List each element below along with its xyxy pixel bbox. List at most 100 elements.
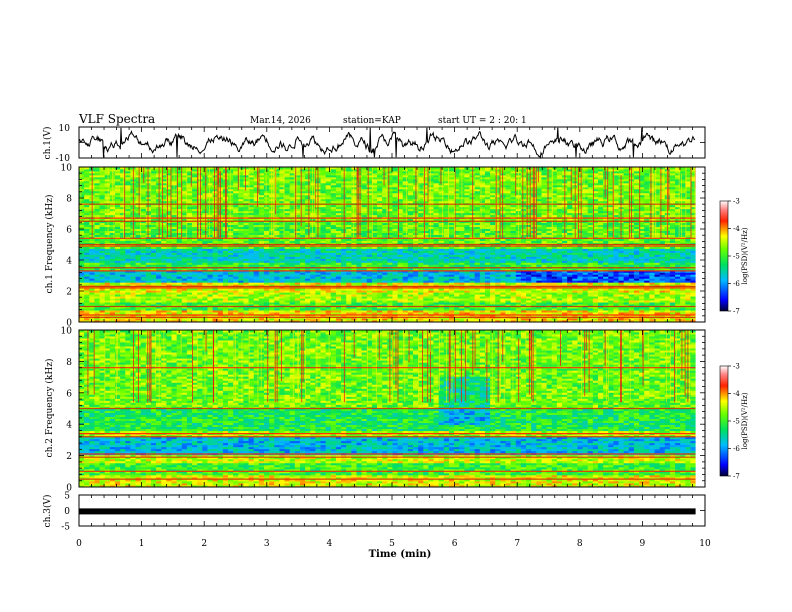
spectrogram-cell <box>156 312 162 315</box>
spectrogram-cell <box>258 268 265 271</box>
spectrogram-cell <box>484 290 491 293</box>
spectrogram-cell <box>505 242 512 245</box>
spectrogram-cell <box>448 242 455 245</box>
spectrogram-cell <box>325 284 332 287</box>
spectrogram-cell <box>628 272 635 275</box>
spectrogram-cell <box>356 268 363 271</box>
spectrogram-cell <box>664 300 671 303</box>
spectrogram-cell <box>536 246 542 249</box>
spectrogram-cell <box>84 282 90 285</box>
spectrogram-cell <box>531 312 537 315</box>
spectrogram-cell <box>274 290 280 293</box>
spectrogram-cell <box>567 282 573 285</box>
spectrogram-cell <box>484 242 491 245</box>
spectrogram-cell <box>387 242 393 245</box>
spectrogram-cell <box>140 294 147 297</box>
spectrogram-cell <box>402 254 409 257</box>
spectrogram-cell <box>305 240 311 243</box>
spectrogram-cell <box>479 256 486 259</box>
spectrogram-cell <box>125 290 131 293</box>
spectrogram-cell <box>654 280 661 283</box>
spectrogram-cell <box>335 246 342 249</box>
spectrogram-cell <box>346 318 352 321</box>
spectrogram-cell <box>639 264 645 267</box>
spectrogram-cell <box>228 284 234 287</box>
spectrogram-cell <box>597 274 604 277</box>
spectrogram-cell <box>608 302 614 305</box>
spectrogram-cell <box>125 304 131 307</box>
spectrogram-cell <box>556 304 563 307</box>
spectrogram-cell <box>669 262 676 265</box>
spectrogram-cell <box>366 312 373 315</box>
spectrogram-cell <box>490 262 496 265</box>
spectrogram-cell <box>546 320 553 323</box>
spectrogram-cell <box>587 310 594 313</box>
spectrogram-cell <box>541 318 547 321</box>
spectrogram-cell <box>669 274 676 277</box>
spectrogram-cell <box>526 242 532 245</box>
spectrogram-cell <box>685 274 691 277</box>
spectrogram-cell <box>258 274 265 277</box>
date-label: Mar.14, 2026 <box>250 116 311 126</box>
spectrogram-cell <box>79 306 85 309</box>
spectrogram-cell <box>150 304 157 307</box>
spectrogram-cell <box>669 268 676 271</box>
spectrogram-cell <box>197 252 203 255</box>
spectrogram-cell <box>577 262 583 265</box>
spectrogram-cell <box>520 298 527 301</box>
spectrogram-cell <box>469 284 476 287</box>
spectrogram-cell <box>243 282 249 285</box>
spectrogram-cell <box>130 270 136 273</box>
spectrogram-cell <box>577 302 583 305</box>
spectrogram-cell <box>258 310 265 313</box>
spectrogram-cell <box>397 250 404 253</box>
spectrogram-cell <box>675 264 681 267</box>
spectrogram-cell <box>176 312 183 315</box>
spectrogram-cell <box>305 246 311 249</box>
spectrogram-cell <box>592 270 599 273</box>
spectrogram-cell <box>387 296 393 299</box>
spectrogram-cell <box>546 280 553 283</box>
spectrogram-cell <box>104 294 111 297</box>
spectrogram-cell <box>675 292 681 295</box>
spectrogram-cell <box>577 296 583 299</box>
spectrogram-cell <box>197 308 203 311</box>
spectrogram-cell <box>654 262 661 265</box>
spectrogram-cell <box>526 254 532 257</box>
spectrogram-cell <box>438 284 445 287</box>
spectrogram-cell <box>335 280 342 283</box>
spectrogram-cell <box>402 250 409 253</box>
spectrogram-cell <box>649 304 655 307</box>
spectrogram-cell <box>197 282 203 285</box>
spectrogram-cell <box>130 276 136 279</box>
spectrogram-cell <box>664 272 671 275</box>
spectrogram-cell <box>371 258 378 261</box>
spectrogram-cell <box>382 260 388 263</box>
spectrogram-cell <box>294 284 301 287</box>
spectrogram-cell <box>299 256 306 259</box>
spectrogram-cell <box>109 254 116 257</box>
spectrogram-cell <box>474 282 481 285</box>
spectrogram-cell <box>94 294 100 297</box>
spectrogram-cell <box>335 294 342 297</box>
spectrogram-cell <box>217 284 224 287</box>
spectrogram-cell <box>582 284 589 287</box>
spectrogram-cell <box>269 300 275 303</box>
spectrogram-cell <box>603 242 609 245</box>
spectrogram-cell <box>669 318 676 321</box>
spectrogram-cell <box>407 304 414 307</box>
spectrogram-cell <box>613 290 619 293</box>
spectrogram-cell <box>181 312 188 315</box>
spectrogram-cell <box>269 306 275 309</box>
spectrogram-cell <box>233 258 239 261</box>
spectrogram-cell <box>150 308 157 311</box>
spectrogram-cell <box>233 298 239 301</box>
spectrogram-cell <box>669 312 676 315</box>
spectrogram-cell <box>228 252 234 255</box>
spectrogram-cell <box>618 252 625 255</box>
spectrogram-cell <box>382 284 388 287</box>
spectrogram-cell <box>289 306 296 309</box>
spectrogram-cell <box>438 248 445 251</box>
spectrogram-cell <box>310 320 316 323</box>
spectrogram-cell <box>238 250 244 253</box>
